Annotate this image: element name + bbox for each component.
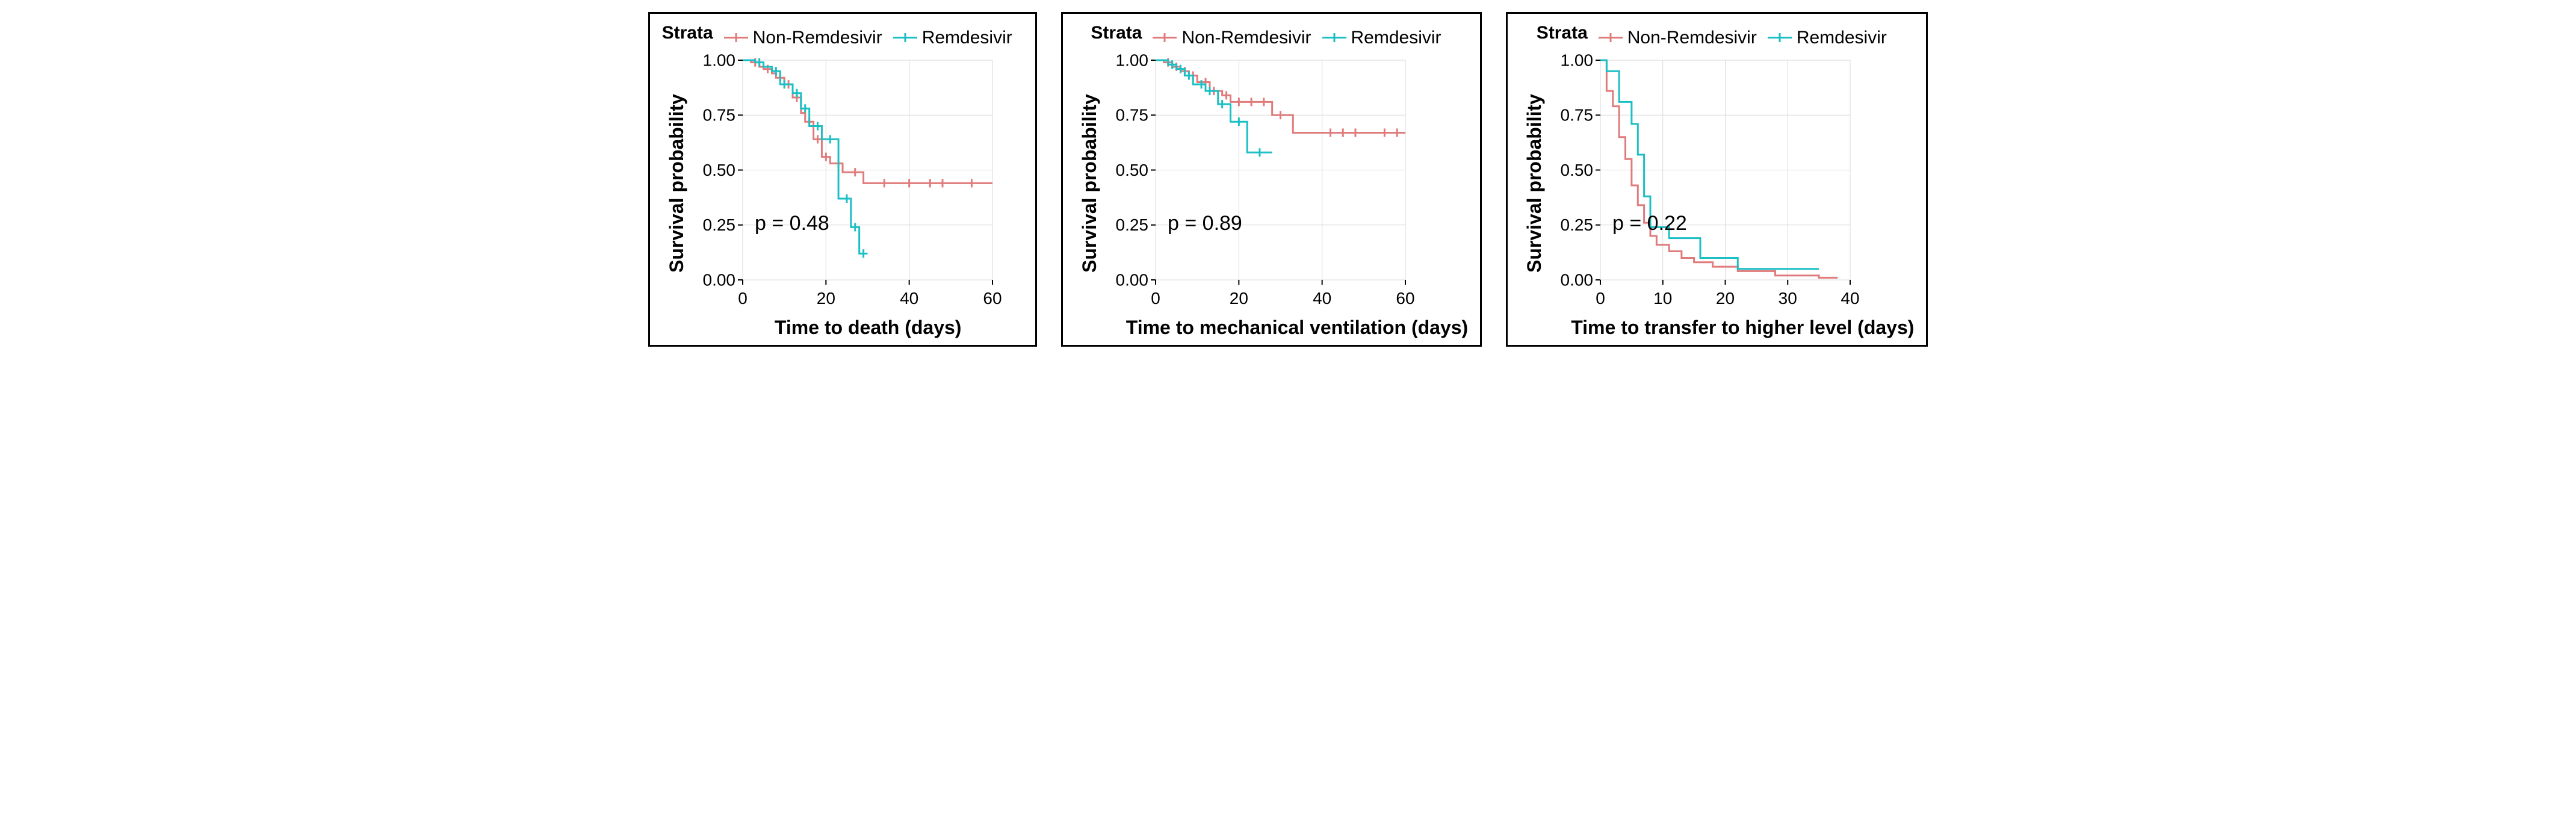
legend-label: Remdesivir <box>1351 28 1441 48</box>
legend: Strata Non-Remdesivir Remdesivir <box>1520 23 1914 48</box>
legend-label: Non-Remdesivir <box>1181 28 1311 48</box>
panel-transfer: Strata Non-Remdesivir Remdesivir Survival p… <box>1506 12 1928 347</box>
legend-title: Strata <box>1537 23 1588 43</box>
pvalue-label: p = 0.89 <box>1168 211 1242 234</box>
km-plot-death: 0.00 0.25 0.50 0.75 1.00 0 20 40 60 p = 0.48 <box>692 54 1005 313</box>
svg-text:60: 60 <box>983 289 1002 308</box>
legend-swatch-icon <box>724 37 748 39</box>
legend-swatch-icon <box>1153 37 1177 39</box>
svg-text:0: 0 <box>1596 289 1605 308</box>
y-axis-label: Survival probability <box>1075 54 1104 313</box>
series-rem <box>1156 60 1272 152</box>
svg-text:0.25: 0.25 <box>1561 215 1594 234</box>
svg-text:0.75: 0.75 <box>702 105 735 124</box>
svg-text:30: 30 <box>1779 289 1797 308</box>
svg-text:1.00: 1.00 <box>1115 54 1148 69</box>
legend-label: Non-Remdesivir <box>1627 28 1757 48</box>
legend-swatch-icon <box>1599 37 1623 39</box>
y-axis-label: Survival probability <box>662 54 692 313</box>
svg-text:0.50: 0.50 <box>702 160 735 179</box>
series-nonrem <box>1600 60 1838 277</box>
legend-swatch-icon <box>893 37 917 39</box>
legend-item-nonrem: Non-Remdesivir <box>1599 28 1757 48</box>
legend-label: Remdesivir <box>922 28 1012 48</box>
legend-label: Remdesivir <box>1797 28 1887 48</box>
svg-text:1.00: 1.00 <box>1561 54 1594 69</box>
legend-label: Non-Remdesivir <box>753 28 882 48</box>
y-axis-label: Survival probability <box>1520 54 1549 313</box>
km-plot-transfer: 0.00 0.25 0.50 0.75 1.00 0 10 20 30 40 p = 0.22 <box>1549 54 1862 313</box>
panel-mechvent: Strata Non-Remdesivir Remdesivir Survival p… <box>1061 12 1482 347</box>
svg-text:0.75: 0.75 <box>1115 105 1148 124</box>
legend-swatch-icon <box>1768 37 1792 39</box>
svg-text:40: 40 <box>1313 289 1331 308</box>
svg-text:0.00: 0.00 <box>1115 270 1148 289</box>
km-plot-mechvent: 0.00 0.25 0.50 0.75 1.00 0 20 40 60 p = 0.89 <box>1104 54 1417 313</box>
legend: Strata Non-Remdesivir Remdesivir <box>662 23 1023 48</box>
legend-item-rem: Remdesivir <box>893 28 1012 48</box>
legend: Strata Non-Remdesivir Remdesivir <box>1075 23 1468 48</box>
legend-swatch-icon <box>1322 37 1346 39</box>
svg-text:20: 20 <box>1229 289 1248 308</box>
svg-text:0.50: 0.50 <box>1561 160 1594 179</box>
pvalue-label: p = 0.22 <box>1612 211 1687 234</box>
legend-item-nonrem: Non-Remdesivir <box>724 28 882 48</box>
legend-title: Strata <box>662 23 713 43</box>
x-axis-label: Time to transfer to higher level (days) <box>1571 313 1914 339</box>
svg-text:10: 10 <box>1653 289 1672 308</box>
svg-text:40: 40 <box>1841 289 1860 308</box>
legend-item-nonrem: Non-Remdesivir <box>1153 28 1311 48</box>
series-rem <box>1600 60 1819 269</box>
legend-item-rem: Remdesivir <box>1768 28 1887 48</box>
legend-item-rem: Remdesivir <box>1322 28 1441 48</box>
svg-text:20: 20 <box>816 289 835 308</box>
svg-text:0.00: 0.00 <box>702 270 735 289</box>
svg-text:0.75: 0.75 <box>1561 105 1594 124</box>
series-nonrem <box>1156 60 1405 132</box>
pvalue-label: p = 0.48 <box>755 211 829 234</box>
x-axis-label: Time to mechanical ventilation (days) <box>1126 313 1468 339</box>
svg-text:60: 60 <box>1396 289 1414 308</box>
svg-text:0.50: 0.50 <box>1115 160 1148 179</box>
x-axis-label: Time to death (days) <box>713 313 1023 339</box>
svg-text:0.00: 0.00 <box>1561 270 1594 289</box>
svg-text:0: 0 <box>738 289 748 308</box>
legend-title: Strata <box>1091 23 1142 43</box>
panel-death: Strata Non-Remdesivir Remdesivir Survival p… <box>648 12 1037 347</box>
svg-text:40: 40 <box>900 289 918 308</box>
svg-text:1.00: 1.00 <box>702 54 735 69</box>
svg-text:0.25: 0.25 <box>702 215 735 234</box>
svg-text:0: 0 <box>1151 289 1160 308</box>
svg-text:20: 20 <box>1716 289 1735 308</box>
svg-text:0.25: 0.25 <box>1115 215 1148 234</box>
